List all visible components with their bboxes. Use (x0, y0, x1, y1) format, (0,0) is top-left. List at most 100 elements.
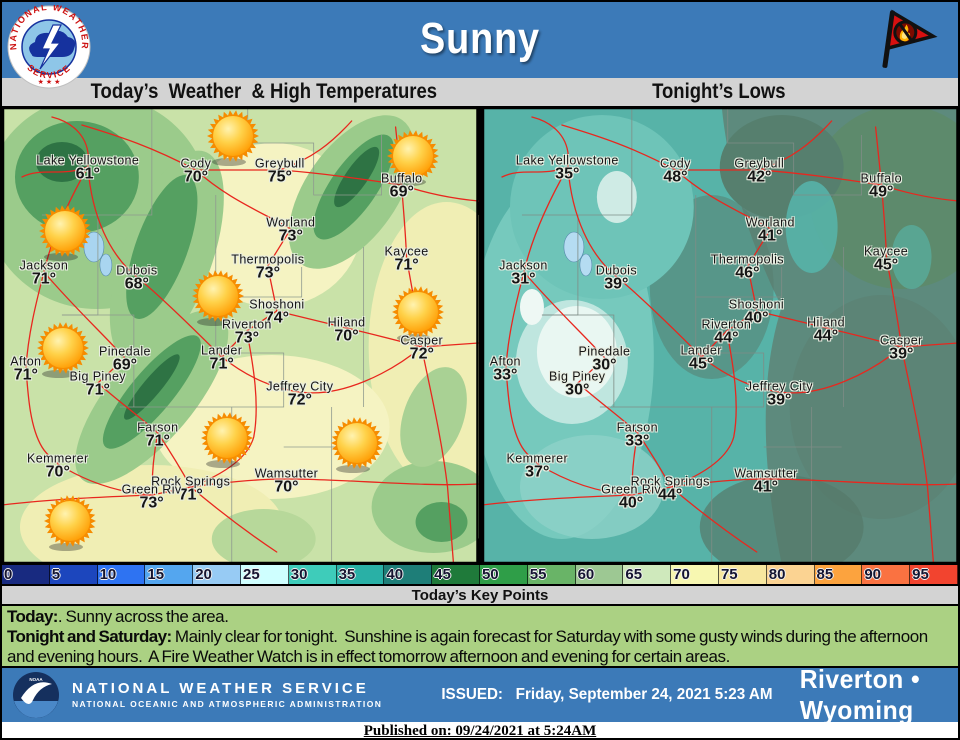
city-name: Thermopolis (710, 252, 784, 267)
issued-value: Friday, September 24, 2021 5:23 AM (515, 686, 773, 703)
city-jeffrey-city: Jeffrey City 72° (266, 379, 333, 409)
scale-cell-75: 75 (718, 565, 767, 584)
city-worland: Worland 41° (746, 216, 795, 246)
city-greybull: Greybull 75° (255, 157, 305, 187)
city-labels-layer: Lake Yellowstone 61° Cody 70° Greybull 75° Buf… (2, 107, 479, 564)
city-shoshoni: Shoshoni 40° (729, 298, 784, 328)
low-temp: 30° (565, 381, 590, 399)
city-afton: Afton 71° (10, 355, 41, 385)
sun-icon (42, 494, 98, 552)
high-temp: 71° (145, 432, 170, 450)
city-name: Thermopolis (231, 252, 305, 267)
city-lander: Lander 45° (680, 344, 721, 374)
issued-block: ISSUED: Friday, September 24, 2021 5:23 … (416, 668, 773, 722)
city-name: Shoshoni (249, 297, 305, 312)
high-temp: 74° (264, 309, 290, 327)
city-dubois: Dubois 68° (116, 264, 157, 294)
city-name: Big Piney (69, 369, 126, 384)
scale-cell-90: 90 (862, 565, 911, 584)
city-shoshoni: Shoshoni 74° (249, 298, 304, 328)
high-temp: 73° (139, 494, 164, 512)
scale-cell-60: 60 (575, 565, 624, 584)
city-riverton: Riverton 73° (222, 318, 272, 348)
low-temp: 30° (592, 356, 617, 374)
city-name: Lake Yellowstone (36, 153, 140, 168)
office-location: Riverton • Wyoming (799, 664, 920, 725)
city-name: Casper (879, 333, 923, 348)
low-temp: 48° (663, 168, 688, 186)
scale-cell-95: 95 (910, 565, 958, 584)
high-temp: 69° (389, 183, 414, 201)
city-lander: Lander 71° (201, 344, 242, 374)
scale-cell-80: 80 (766, 565, 815, 584)
scale-cell-20: 20 (193, 565, 241, 584)
low-temp: 39° (604, 275, 629, 293)
fire-weather-flag-icon (882, 9, 938, 68)
city-name: Rock Springs (630, 474, 710, 489)
scale-cell-10: 10 (97, 565, 146, 584)
city-name: Kaycee (864, 244, 909, 259)
high-temp: 68° (124, 275, 149, 293)
key-points-title: Today’s Key Points (2, 584, 958, 604)
sun-icon (390, 285, 446, 343)
city-name: Wamsutter (734, 466, 798, 481)
city-name: Big Piney (549, 369, 606, 384)
high-temp: 73° (234, 329, 259, 347)
city-green-riv: Green Riv 73° (122, 482, 182, 512)
scale-cell-15: 15 (145, 565, 194, 584)
sun-icon (329, 416, 385, 474)
left-panel-title: Today’s Weather & High Temperatures (90, 80, 437, 103)
low-temp: 44° (658, 486, 683, 504)
city-name: Farson (616, 420, 658, 435)
high-temp: 71° (394, 256, 419, 274)
city-name: Buffalo (381, 171, 423, 186)
city-name: Lake Yellowstone (515, 153, 619, 168)
city-name: Jackson (19, 258, 69, 273)
key-points-line-today: Today:. Sunny across the area. (7, 607, 229, 626)
city-jeffrey-city: Jeffrey City 39° (746, 379, 813, 409)
city-jackson: Jackson 31° (499, 259, 548, 289)
city-thermopolis: Thermopolis 46° (711, 253, 784, 283)
city-casper: Casper 72° (400, 334, 443, 364)
city-name: Farson (137, 420, 179, 435)
city-name: Greybull (734, 156, 785, 171)
low-temp: 37° (525, 463, 550, 481)
scale-cell-70: 70 (671, 565, 719, 584)
low-temp: 35° (555, 165, 580, 183)
agency-subtitle: NATIONAL OCEANIC AND ATMOSPHERIC ADMINIS… (72, 698, 383, 709)
scale-cell-35: 35 (336, 565, 385, 584)
city-dubois: Dubois 39° (596, 264, 637, 294)
city-kemmerer: Kemmerer 37° (506, 451, 568, 481)
city-big-piney: Big Piney 30° (549, 370, 605, 400)
city-name: Afton (489, 354, 521, 369)
city-name: Buffalo (860, 171, 903, 186)
scale-cell-55: 55 (527, 565, 576, 584)
high-temp: 73° (255, 264, 280, 282)
low-temp: 41° (753, 478, 779, 496)
city-name: Greybull (254, 156, 305, 171)
high-temp: 61° (75, 165, 100, 183)
city-name: Jeffrey City (745, 379, 813, 394)
low-temp: 39° (767, 391, 792, 409)
city-name: Pinedale (578, 344, 631, 359)
scale-cell-45: 45 (432, 565, 480, 584)
terrain-today (2, 107, 479, 564)
city-big-piney: Big Piney 71° (70, 370, 126, 400)
city-cody: Cody 70° (181, 157, 212, 187)
sun-icon (35, 321, 91, 379)
city-name: Worland (745, 215, 795, 230)
map-today-highs: Lake Yellowstone 61° Cody 70° Greybull 75° Buf… (2, 107, 479, 564)
header-bar: Sunny (2, 2, 958, 78)
low-temp: 41° (758, 227, 783, 245)
high-temp: 75° (267, 168, 292, 186)
panel-title-strip: Today’s Weather & High Temperatures Toni… (2, 78, 958, 107)
city-name: Green Riv (601, 482, 662, 497)
low-temp: 33° (493, 366, 518, 384)
city-green-riv: Green Riv 40° (601, 482, 661, 512)
low-temp: 42° (747, 168, 772, 186)
city-riverton: Riverton 44° (702, 318, 752, 348)
city-name: Dubois (595, 263, 637, 278)
city-name: Jackson (499, 258, 548, 273)
low-temp: 40° (744, 309, 769, 327)
high-temp: 71° (13, 366, 38, 384)
